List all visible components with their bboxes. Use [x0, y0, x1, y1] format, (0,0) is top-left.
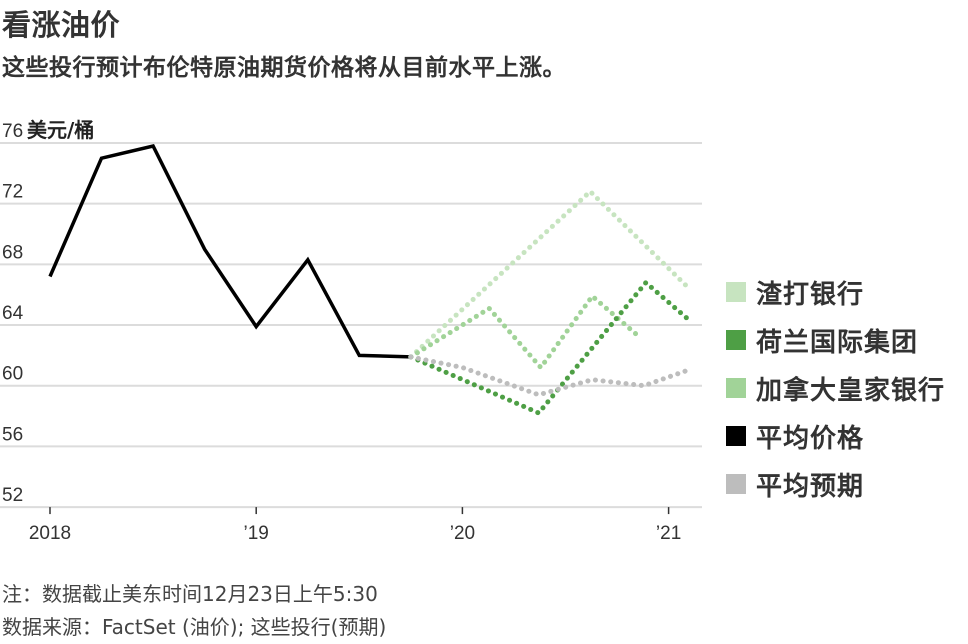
- x-tick-label: ’19: [244, 523, 269, 544]
- x-axis: 2018 ’19 ’20 ’21: [29, 507, 681, 544]
- legend-item-average-forecast: 平均预期: [726, 460, 945, 508]
- y-tick-label: 60: [2, 364, 23, 385]
- legend-label: 加拿大皇家银行: [756, 375, 946, 406]
- x-tick-label: ’21: [656, 523, 681, 544]
- x-tick-label: 2018: [29, 523, 71, 544]
- y-tick-label: 64: [2, 303, 24, 324]
- series-lines: [48, 143, 694, 417]
- y-tick-label: 56: [2, 424, 23, 445]
- legend-item-ing: 荷兰国际集团: [726, 316, 945, 364]
- series-line: [408, 292, 643, 372]
- legend-label: 平均预期: [756, 471, 865, 502]
- legend-swatch-icon: [726, 330, 746, 350]
- legend-item-average-price: 平均价格: [726, 412, 945, 460]
- legend-item-rbc: 加拿大皇家银行: [726, 364, 945, 412]
- series-line: [408, 354, 694, 398]
- y-tick-label: 72: [2, 182, 23, 203]
- chart-subtitle: 这些投行预计布伦特原油期货价格将从目前水平上涨。: [2, 55, 566, 81]
- legend-label: 平均价格: [756, 423, 865, 454]
- y-tick-label: 76: [2, 121, 23, 142]
- series-line: [48, 143, 411, 359]
- y-axis-labels: 76 美元/桶 72 68 64 60 56 52: [2, 118, 94, 506]
- legend-item-standard-chartered: 渣打银行: [726, 268, 945, 316]
- legend-label: 渣打银行: [756, 279, 865, 310]
- x-tick-label: ’20: [450, 523, 475, 544]
- legend-label: 荷兰国际集团: [756, 327, 919, 358]
- chart-title: 看涨油价: [2, 8, 121, 42]
- legend-swatch-icon: [726, 426, 746, 446]
- legend: 渣打银行 荷兰国际集团 加拿大皇家银行 平均价格 平均预期: [726, 268, 945, 508]
- legend-swatch-icon: [726, 474, 746, 494]
- y-tick-label: 68: [2, 242, 23, 263]
- legend-swatch-icon: [726, 282, 746, 302]
- gridlines: [0, 142, 702, 509]
- source-note: 数据来源：FactSet (油价); 这些投行(预期): [2, 615, 387, 639]
- footnote: 注：数据截止美东时间12月23日上午5:30: [2, 582, 378, 606]
- series-line: [408, 279, 694, 417]
- legend-swatch-icon: [726, 378, 746, 398]
- y-axis-unit: 美元/桶: [27, 118, 94, 142]
- series-line: [408, 188, 692, 360]
- y-tick-label: 52: [2, 485, 23, 506]
